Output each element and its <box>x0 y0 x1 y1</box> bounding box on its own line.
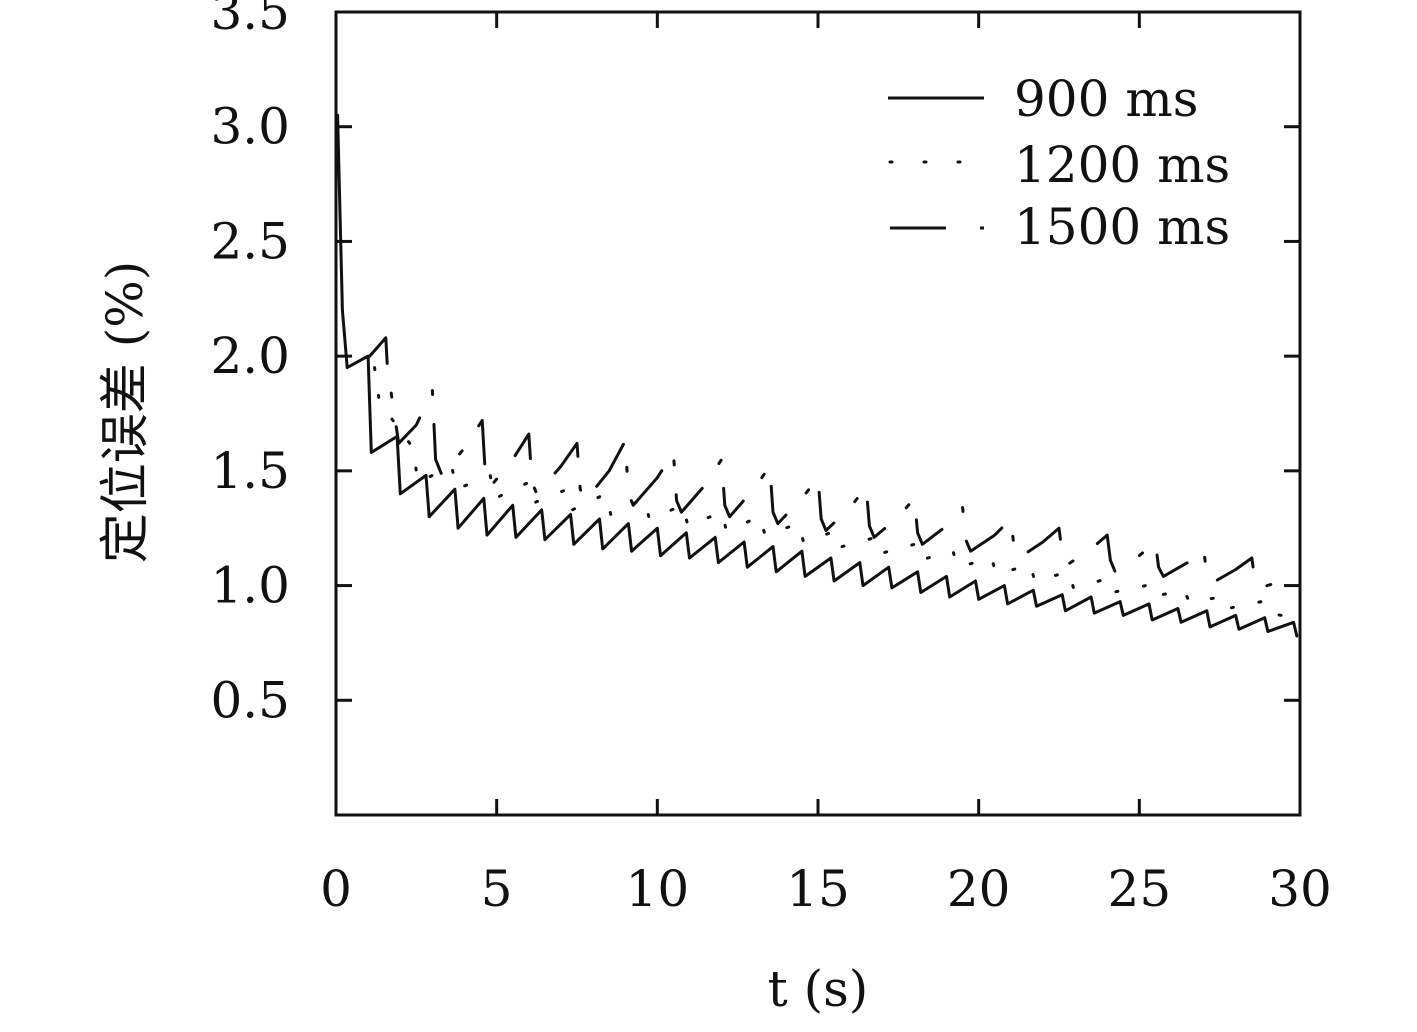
y-tick-label-3: 2.0 <box>210 327 290 385</box>
legend-label-900ms: 900 ms <box>1014 70 1198 128</box>
y-tick-label-6: 3.5 <box>210 0 290 41</box>
x-axis-title: t (s) <box>768 960 869 1018</box>
y-tick-label-4: 2.5 <box>210 212 290 270</box>
x-tick-label-4: 20 <box>947 860 1011 918</box>
series-line-2 <box>368 336 1299 590</box>
legend: 900 ms 1200 ms 1500 ms <box>888 70 1230 256</box>
x-tick-label-2: 10 <box>626 860 690 918</box>
y-tick-label-1: 1.0 <box>210 557 290 615</box>
x-tick-label-1: 5 <box>481 860 513 918</box>
series-line-1 <box>373 366 1299 620</box>
axis-ticks <box>334 10 1302 815</box>
y-tick-label-5: 3.0 <box>210 98 290 156</box>
series-line-0 <box>336 113 1299 638</box>
tick-labels: 0 5 10 15 20 25 30 0.5 1.0 1.5 2.0 2.5 3.0 3.5 <box>210 0 1331 918</box>
data-series <box>336 113 1299 638</box>
x-tick-label-0: 0 <box>320 860 352 918</box>
y-axis-title: 定位误差 (%) <box>96 261 154 563</box>
legend-label-1500ms: 1500 ms <box>1014 198 1230 256</box>
y-tick-label-2: 1.5 <box>210 442 290 500</box>
x-tick-label-3: 15 <box>786 860 850 918</box>
y-tick-label-0: 0.5 <box>210 671 290 729</box>
plot-frame <box>334 10 1302 817</box>
x-tick-label-6: 30 <box>1268 860 1332 918</box>
x-tick-label-5: 25 <box>1108 860 1172 918</box>
legend-label-1200ms: 1200 ms <box>1014 136 1230 194</box>
